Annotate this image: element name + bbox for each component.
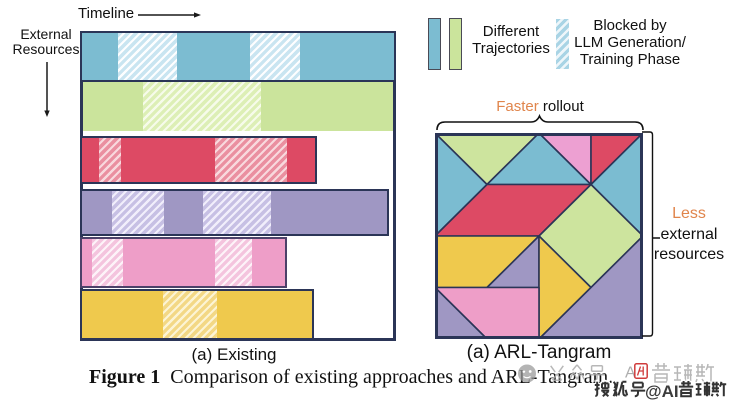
svg-text:@AI: @AI xyxy=(645,382,679,401)
svg-text:A: A xyxy=(625,365,636,382)
